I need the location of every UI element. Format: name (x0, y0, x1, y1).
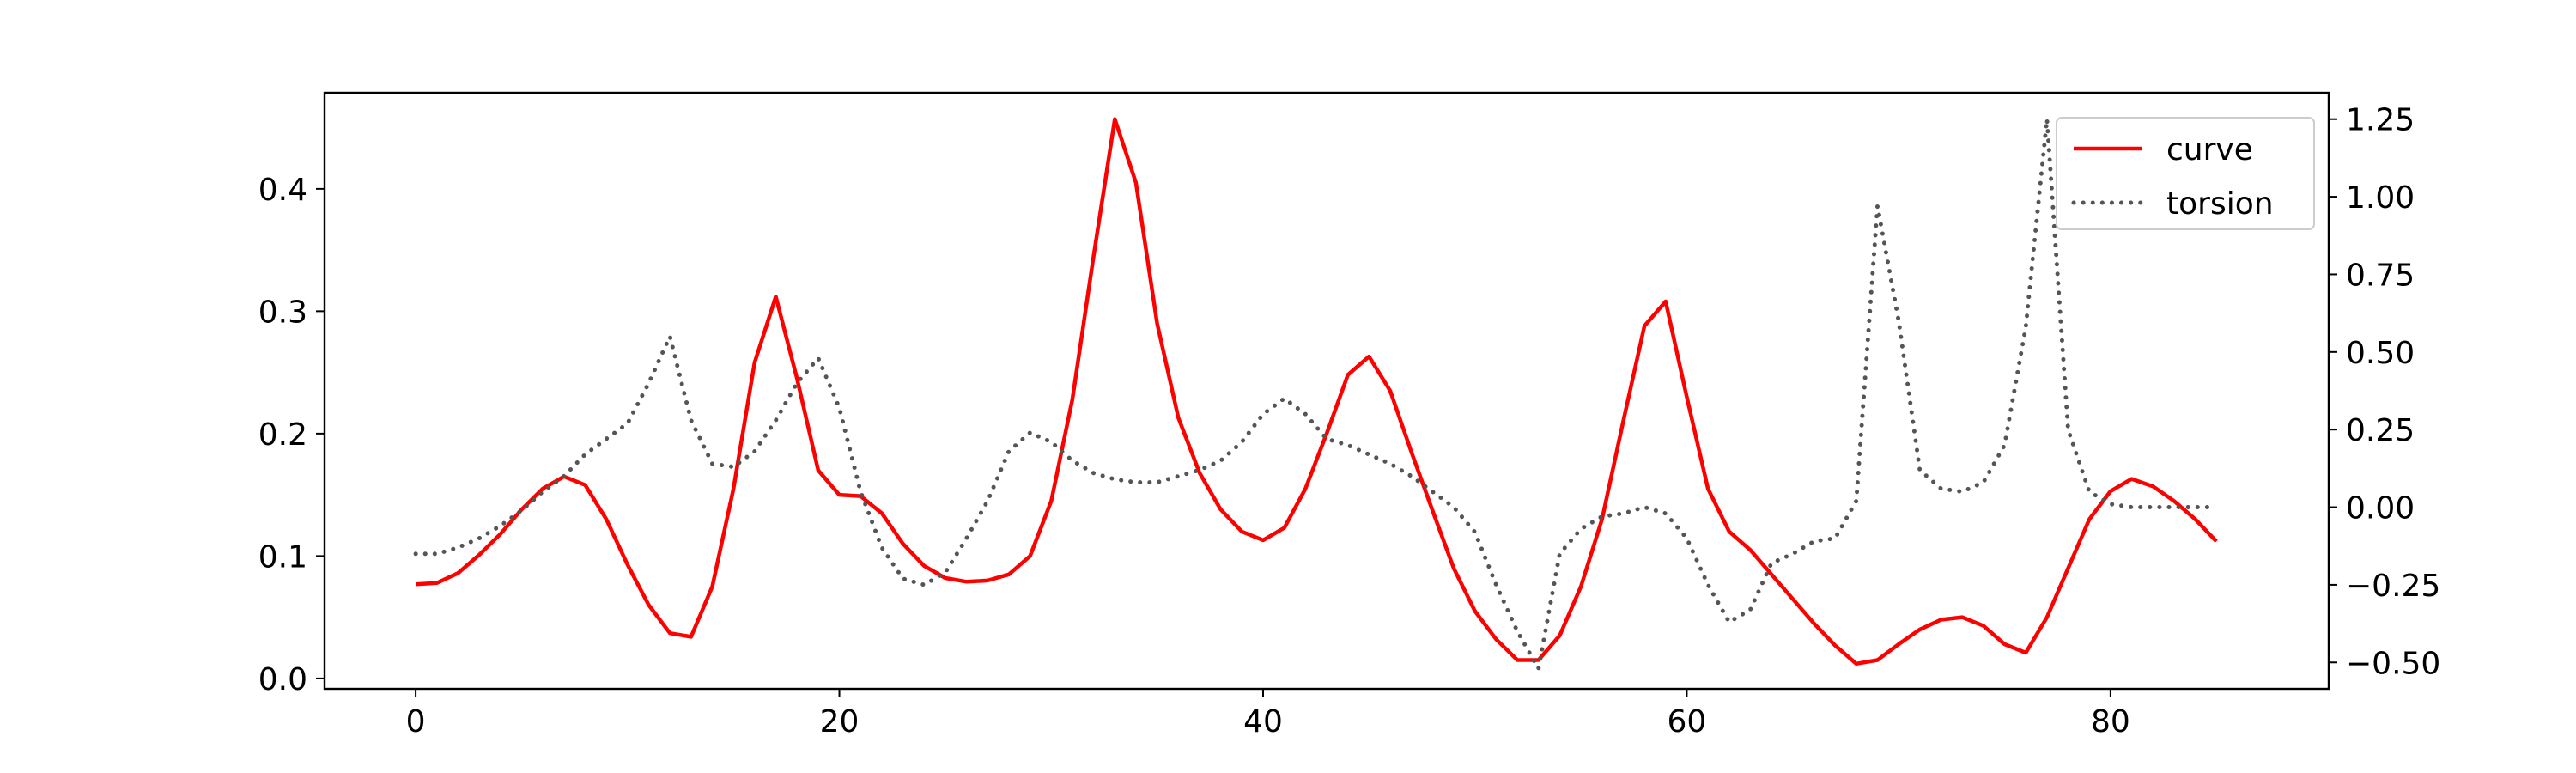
y-tick-label: 0.4 (258, 173, 307, 208)
y2-tick-label: 0.50 (2346, 336, 2415, 371)
x-tick-label: 20 (820, 704, 860, 740)
x-tick-label: 0 (406, 704, 426, 740)
y-tick-label: 0.2 (258, 417, 307, 453)
legend-label-torsion: torsion (2166, 186, 2274, 222)
x-axis: 0 20 40 60 80 (406, 689, 2130, 740)
y-axis-left: 0.0 0.1 0.2 0.3 0.4 (258, 173, 325, 697)
legend: curve torsion (2056, 117, 2315, 230)
series-line-torsion (413, 117, 2219, 671)
x-tick-label: 60 (1668, 704, 1707, 740)
y-tick-label: 0.1 (258, 539, 307, 575)
y-tick-label: 0.0 (258, 662, 307, 697)
x-tick-label: 40 (1243, 704, 1283, 740)
x-tick-label: 80 (2091, 704, 2130, 740)
y-tick-label: 0.3 (258, 295, 307, 330)
y2-tick-label: 0.75 (2346, 258, 2415, 293)
y2-tick-label: 1.00 (2346, 180, 2415, 216)
y-axis-right: −0.50 −0.25 0.00 0.25 0.50 0.75 1.00 1.25 (2329, 103, 2440, 681)
legend-label-curve: curve (2166, 132, 2253, 167)
y2-tick-label: −0.25 (2346, 569, 2440, 604)
y2-tick-label: −0.50 (2346, 646, 2440, 681)
y2-tick-label: 1.25 (2346, 103, 2415, 138)
series-line-curve (415, 117, 2218, 666)
series-layer (413, 117, 2219, 671)
y2-tick-label: 0.00 (2346, 491, 2415, 526)
axes-frame (323, 91, 2330, 691)
y2-tick-label: 0.25 (2346, 413, 2415, 448)
